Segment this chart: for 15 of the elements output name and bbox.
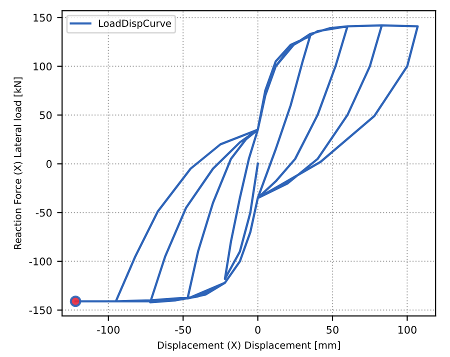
y-tick-label: -50 bbox=[36, 208, 52, 217]
y-tick-label: 50 bbox=[40, 111, 52, 120]
x-axis-title: Displacement (X) Displacement [mm] bbox=[158, 341, 340, 351]
x-tick-label: -50 bbox=[175, 326, 191, 334]
x-tick-label: 0 bbox=[255, 326, 260, 334]
y-tick-label: -100 bbox=[29, 258, 52, 266]
y-tick-label: 100 bbox=[34, 62, 52, 70]
y-axis-title: Reaction Force (X) Lateral load [kN] bbox=[14, 78, 22, 250]
y-tick-label: 150 bbox=[34, 14, 52, 22]
legend-label: LoadDispCurve bbox=[99, 19, 171, 29]
x-tick-label: 50 bbox=[326, 326, 338, 334]
y-tick-label: -150 bbox=[29, 306, 52, 314]
y-tick-label: 0 bbox=[46, 160, 52, 168]
x-tick-label: -100 bbox=[97, 326, 120, 334]
x-tick-label: 100 bbox=[398, 326, 416, 334]
